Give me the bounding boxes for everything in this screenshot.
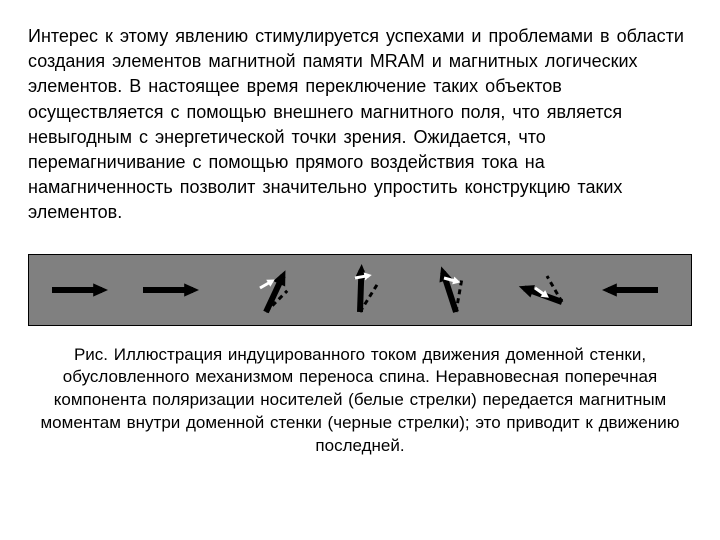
- arrow-group: [133, 260, 223, 320]
- arrow-group: [406, 260, 496, 320]
- arrow-group: [42, 260, 132, 320]
- arrow-group: [497, 260, 587, 320]
- arrow-group: [224, 260, 314, 320]
- domain-wall-figure: [28, 254, 692, 326]
- main-paragraph: Интерес к этому явлению стимулируется ус…: [28, 24, 692, 226]
- arrow-group: [588, 260, 678, 320]
- arrow-group: [315, 260, 405, 320]
- figure-caption: Рис. Иллюстрация индуцированного током д…: [28, 344, 692, 459]
